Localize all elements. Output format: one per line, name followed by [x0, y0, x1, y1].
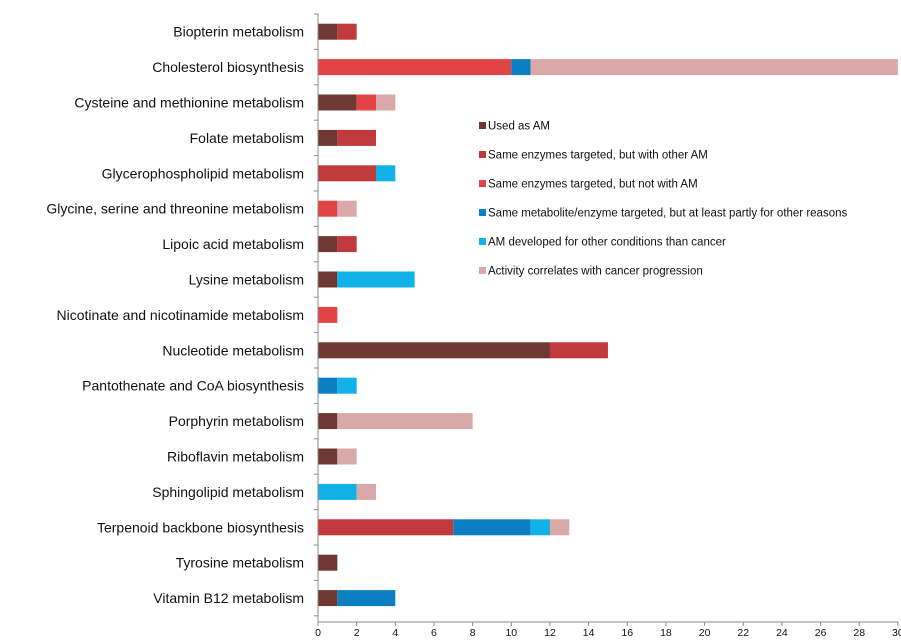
- category-label: Sphingolipid metabolism: [152, 484, 304, 500]
- bar-segment: [318, 23, 338, 40]
- bar-segment: [453, 519, 531, 536]
- x-tick-label: 0: [315, 627, 321, 639]
- legend-swatch: [479, 180, 486, 187]
- x-tick-label: 28: [853, 627, 865, 639]
- x-tick-label: 22: [737, 627, 749, 639]
- bar-segment: [337, 200, 357, 217]
- category-label: Lysine metabolism: [189, 272, 304, 288]
- bar-segment: [337, 590, 396, 607]
- legend-label: Same enzymes targeted, but not with AM: [488, 179, 698, 191]
- bar-segment: [318, 59, 512, 76]
- category-label: Glycine, serine and threonine metabolism: [46, 201, 304, 217]
- bar-segment: [318, 236, 338, 253]
- x-axis-ticks: 0 2 4 6 8 10 12 14 16 18 20 22 24 26 28 30: [315, 622, 901, 639]
- legend-label: Same metabolite/enzyme targeted, but at …: [488, 208, 847, 220]
- bar-segment: [318, 342, 550, 359]
- legend-swatch: [479, 209, 486, 216]
- category-label: Cysteine and methionine metabolism: [74, 95, 304, 111]
- bar-segment: [318, 554, 338, 571]
- bar-segment: [337, 377, 357, 394]
- bar-segment: [318, 306, 338, 323]
- legend-swatch: [479, 122, 486, 129]
- category-label: Lipoic acid metabolism: [162, 236, 304, 252]
- category-label: Terpenoid backbone biosynthesis: [97, 519, 304, 535]
- category-label: Riboflavin metabolism: [167, 449, 304, 465]
- x-tick-label: 8: [470, 627, 476, 639]
- bar-segment: [549, 519, 570, 536]
- bar-segment: [318, 200, 338, 217]
- category-label: Vitamin B12 metabolism: [153, 590, 304, 606]
- category-label: Biopterin metabolism: [173, 24, 304, 40]
- x-tick-label: 14: [583, 627, 595, 639]
- bar-segment: [318, 590, 338, 607]
- bars-group: [318, 23, 898, 607]
- bar-segment: [549, 342, 608, 359]
- bar-segment: [337, 413, 473, 430]
- bar-segment: [337, 448, 357, 465]
- x-tick-label: 2: [354, 627, 360, 639]
- legend-label: Same enzymes targeted, but with other AM: [488, 150, 708, 162]
- category-label: Folate metabolism: [190, 130, 304, 146]
- axes-group: [314, 13, 898, 623]
- bar-segment: [318, 129, 338, 146]
- legend: Used as AM Same enzymes targeted, but wit…: [479, 121, 847, 278]
- bar-segment: [337, 129, 376, 146]
- legend-label: Used as AM: [488, 121, 550, 133]
- bar-segment: [318, 483, 357, 500]
- bar-segment: [511, 59, 531, 76]
- category-label: Nicotinate and nicotinamide metabolism: [57, 307, 304, 323]
- category-label: Porphyrin metabolism: [169, 413, 304, 429]
- category-label: Nucleotide metabolism: [162, 342, 304, 358]
- bar-segment: [318, 519, 454, 536]
- x-tick-label: 10: [505, 627, 517, 639]
- x-tick-label: 6: [431, 627, 437, 639]
- x-tick-label: 12: [544, 627, 556, 639]
- category-label: Glycerophospholipid metabolism: [102, 165, 304, 181]
- bar-segment: [530, 519, 550, 536]
- legend-swatch: [479, 267, 486, 274]
- x-tick-label: 16: [621, 627, 633, 639]
- legend-swatch: [479, 151, 486, 158]
- x-tick-label: 24: [776, 627, 788, 639]
- category-labels: Biopterin metabolism Cholesterol biosynth…: [46, 24, 304, 606]
- legend-swatch: [479, 238, 486, 245]
- bar-segment: [318, 165, 376, 182]
- bar-segment: [318, 94, 357, 111]
- x-tick-label: 30: [892, 627, 901, 639]
- x-tick-label: 26: [815, 627, 827, 639]
- bar-segment: [318, 448, 338, 465]
- bar-segment: [337, 271, 415, 288]
- bar-segment: [318, 377, 338, 394]
- bar-segment: [337, 23, 357, 40]
- bar-segment: [318, 271, 338, 288]
- x-tick-label: 4: [392, 627, 398, 639]
- legend-label: AM developed for other conditions than c…: [488, 237, 726, 249]
- category-label: Pantothenate and CoA biosynthesis: [82, 378, 304, 394]
- legend-label: Activity correlates with cancer progress…: [488, 266, 703, 278]
- bar-segment: [356, 94, 376, 111]
- category-label: Cholesterol biosynthesis: [152, 59, 304, 75]
- bar-segment: [318, 413, 338, 430]
- category-label: Tyrosine metabolism: [176, 555, 304, 571]
- bar-segment: [375, 165, 396, 182]
- x-tick-label: 20: [699, 627, 711, 639]
- bar-segment: [375, 94, 396, 111]
- x-tick-label: 18: [660, 627, 672, 639]
- bar-segment: [356, 483, 376, 500]
- bar-segment: [530, 59, 898, 76]
- bar-segment: [337, 236, 357, 253]
